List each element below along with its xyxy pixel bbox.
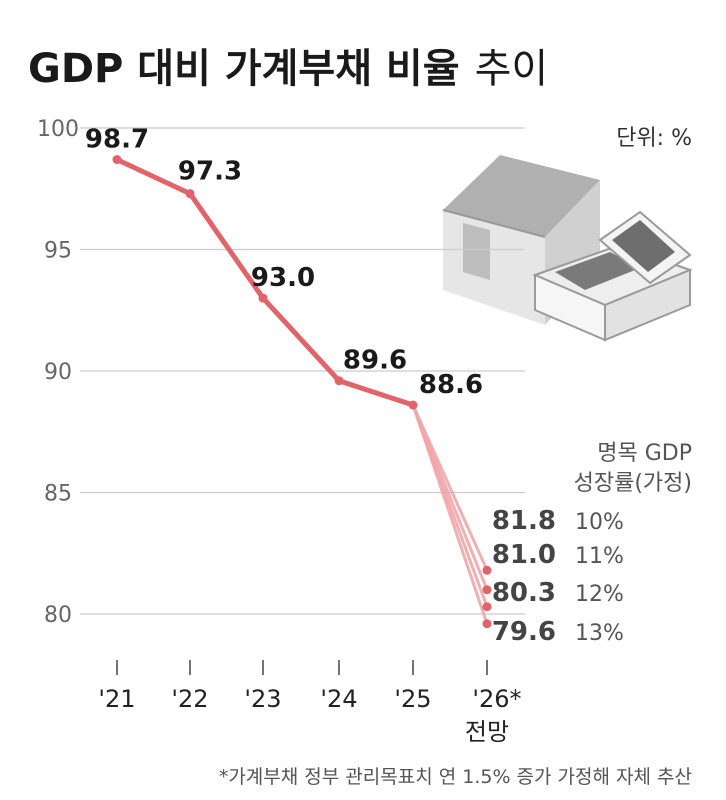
data-point <box>185 189 195 199</box>
data-point <box>112 155 122 165</box>
projection-point <box>482 585 492 595</box>
data-label: 97.3 <box>178 157 242 187</box>
data-label: 98.7 <box>85 125 149 155</box>
y-tick-label: 100 <box>37 117 79 142</box>
data-labels: 98.7 97.3 93.0 89.6 88.6 81.8 10% 81.0 11% 80.3 12… <box>85 125 624 647</box>
projection-label: 80.3 <box>492 578 556 608</box>
projection-line <box>411 403 489 626</box>
x-axis: '21 '22 '23 '24 '25 '26* 전망 <box>98 660 522 746</box>
projection-label: 79.6 <box>492 617 556 647</box>
data-label: 93.0 <box>251 263 315 293</box>
x-tick-label: '21 <box>98 685 135 713</box>
projection-label: 81.8 <box>492 506 556 536</box>
y-tick-label: 95 <box>44 239 72 264</box>
y-axis: 80 85 90 95 100 <box>37 117 79 628</box>
money-bundle-icon <box>532 210 693 342</box>
series-line <box>112 155 492 629</box>
projection-point <box>482 602 492 612</box>
data-point <box>334 376 344 386</box>
data-label: 88.6 <box>419 370 483 400</box>
projection-point <box>482 565 492 575</box>
y-tick-label: 80 <box>44 603 72 628</box>
scenario-header-line2: 성장률(가정) <box>574 471 692 496</box>
projection-point <box>482 619 492 629</box>
data-point <box>258 293 268 303</box>
x-tick-label: '26* <box>472 685 521 713</box>
x-tick-sublabel: 전망 <box>465 718 509 746</box>
scenario-header-line1: 명목 GDP <box>597 441 692 466</box>
chart-title: GDP 대비 가계부채 비율 추이 <box>28 46 548 92</box>
y-tick-label: 90 <box>44 360 72 385</box>
x-tick-label: '25 <box>394 685 431 713</box>
scenario-rate-label: 12% <box>575 582 624 607</box>
x-tick-label: '22 <box>171 685 208 713</box>
scenario-rate-label: 13% <box>575 621 624 646</box>
unit-label: 단위: % <box>616 126 692 151</box>
x-tick-label: '24 <box>320 685 357 713</box>
projection-lines <box>411 403 489 626</box>
x-tick-label: '23 <box>244 685 281 713</box>
y-tick-label: 85 <box>44 482 72 507</box>
projection-label: 81.0 <box>492 540 556 570</box>
scenario-rate-label: 10% <box>575 510 624 535</box>
data-point <box>408 400 418 410</box>
scenario-rate-label: 11% <box>575 544 624 569</box>
footnote: *가계부채 정부 관리목표치 연 1.5% 증가 가정해 자체 추산 <box>219 766 692 788</box>
data-label: 89.6 <box>343 346 407 376</box>
